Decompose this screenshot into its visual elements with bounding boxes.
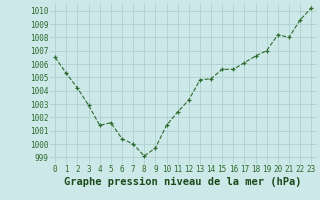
X-axis label: Graphe pression niveau de la mer (hPa): Graphe pression niveau de la mer (hPa): [64, 177, 302, 187]
